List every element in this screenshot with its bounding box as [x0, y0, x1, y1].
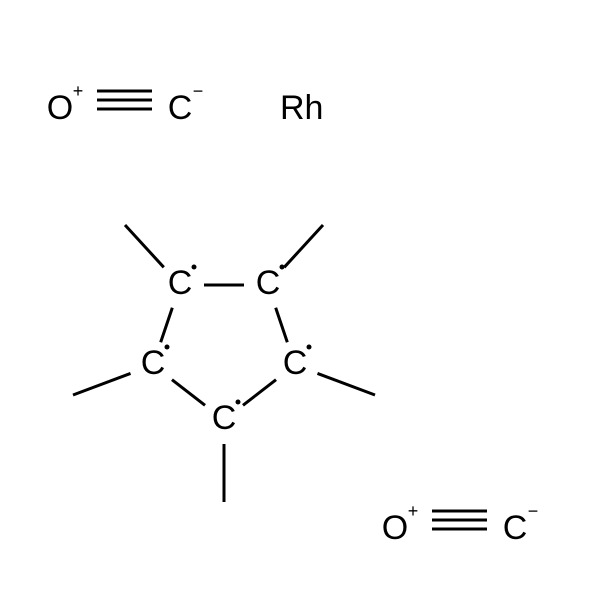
- co-top-O-charge: +: [73, 81, 84, 101]
- co-top-O: O: [47, 89, 73, 127]
- ring-bond-C5-C1: [161, 308, 173, 343]
- radical-dot-C2: [280, 265, 285, 270]
- rh-label: Rh: [280, 89, 323, 127]
- co-top-C-charge: −: [193, 81, 204, 101]
- ring-atom-C5: C: [141, 344, 166, 382]
- co-bottom-C: C: [503, 509, 528, 547]
- radical-dot-C1: [192, 265, 197, 270]
- radical-dot-C5: [165, 345, 170, 350]
- ring-bond-C3-C4: [243, 380, 276, 406]
- molecule-diagram: O+C−O+C−RhCCCCC: [0, 0, 600, 600]
- methyl-bond-0: [125, 225, 164, 267]
- methyl-bond-1: [284, 225, 323, 267]
- ring-atom-C1: C: [168, 264, 193, 302]
- ring-atom-C4: C: [212, 399, 237, 437]
- co-top-C: C: [168, 89, 193, 127]
- ring-bond-C2-C3: [276, 308, 288, 343]
- radical-dot-C3: [307, 345, 312, 350]
- co-bottom-O-charge: +: [408, 501, 419, 521]
- ring-bond-C4-C5: [172, 380, 205, 406]
- ring-atom-C2: C: [256, 264, 281, 302]
- methyl-bond-4: [73, 373, 131, 395]
- ring-atom-C3: C: [283, 344, 308, 382]
- methyl-bond-2: [317, 373, 375, 395]
- co-bottom-C-charge: −: [528, 501, 539, 521]
- radical-dot-C4: [236, 400, 241, 405]
- co-bottom-O: O: [382, 509, 408, 547]
